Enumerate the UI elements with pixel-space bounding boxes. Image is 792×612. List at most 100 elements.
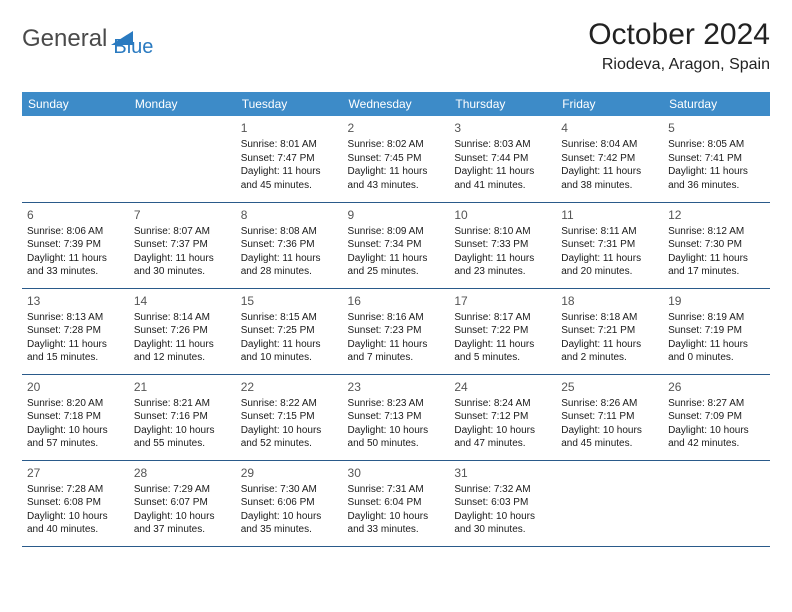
dayname-row: Sunday Monday Tuesday Wednesday Thursday…	[22, 92, 770, 116]
sunrise-text: Sunrise: 8:01 AM	[241, 138, 338, 152]
daylight-text: Daylight: 10 hours	[134, 510, 231, 524]
sunset-text: Sunset: 7:19 PM	[668, 324, 765, 338]
daylight-text: and 52 minutes.	[241, 437, 338, 451]
day-number: 6	[27, 207, 124, 223]
sunrise-text: Sunrise: 8:13 AM	[27, 311, 124, 325]
daylight-text: and 40 minutes.	[27, 523, 124, 537]
calendar-row: 13Sunrise: 8:13 AMSunset: 7:28 PMDayligh…	[22, 288, 770, 374]
daylight-text: and 30 minutes.	[134, 265, 231, 279]
day-number: 7	[134, 207, 231, 223]
dayname-thursday: Thursday	[449, 92, 556, 116]
day-number: 4	[561, 120, 658, 136]
day-number: 2	[348, 120, 445, 136]
daylight-text: and 55 minutes.	[134, 437, 231, 451]
day-number: 14	[134, 293, 231, 309]
day-number: 19	[668, 293, 765, 309]
calendar-cell: 27Sunrise: 7:28 AMSunset: 6:08 PMDayligh…	[22, 460, 129, 546]
daylight-text: and 38 minutes.	[561, 179, 658, 193]
day-number: 8	[241, 207, 338, 223]
calendar-cell: 18Sunrise: 8:18 AMSunset: 7:21 PMDayligh…	[556, 288, 663, 374]
daylight-text: and 35 minutes.	[241, 523, 338, 537]
calendar-cell: 12Sunrise: 8:12 AMSunset: 7:30 PMDayligh…	[663, 202, 770, 288]
daylight-text: Daylight: 11 hours	[134, 338, 231, 352]
sunrise-text: Sunrise: 7:29 AM	[134, 483, 231, 497]
sunset-text: Sunset: 7:21 PM	[561, 324, 658, 338]
daylight-text: Daylight: 11 hours	[561, 165, 658, 179]
sunset-text: Sunset: 7:45 PM	[348, 152, 445, 166]
daylight-text: Daylight: 10 hours	[561, 424, 658, 438]
daylight-text: and 45 minutes.	[241, 179, 338, 193]
calendar-cell: 25Sunrise: 8:26 AMSunset: 7:11 PMDayligh…	[556, 374, 663, 460]
sunrise-text: Sunrise: 8:24 AM	[454, 397, 551, 411]
calendar-cell: 11Sunrise: 8:11 AMSunset: 7:31 PMDayligh…	[556, 202, 663, 288]
day-number: 17	[454, 293, 551, 309]
daylight-text: and 33 minutes.	[348, 523, 445, 537]
daylight-text: Daylight: 10 hours	[454, 424, 551, 438]
day-number: 10	[454, 207, 551, 223]
sunset-text: Sunset: 6:07 PM	[134, 496, 231, 510]
sunrise-text: Sunrise: 8:02 AM	[348, 138, 445, 152]
calendar-table: Sunday Monday Tuesday Wednesday Thursday…	[22, 92, 770, 547]
daylight-text: Daylight: 11 hours	[27, 252, 124, 266]
daylight-text: and 43 minutes.	[348, 179, 445, 193]
dayname-monday: Monday	[129, 92, 236, 116]
daylight-text: and 37 minutes.	[134, 523, 231, 537]
daylight-text: Daylight: 11 hours	[668, 165, 765, 179]
daylight-text: and 50 minutes.	[348, 437, 445, 451]
day-number: 5	[668, 120, 765, 136]
logo-text-blue: Blue	[113, 36, 153, 59]
sunset-text: Sunset: 7:12 PM	[454, 410, 551, 424]
dayname-sunday: Sunday	[22, 92, 129, 116]
daylight-text: Daylight: 11 hours	[561, 252, 658, 266]
sunrise-text: Sunrise: 8:19 AM	[668, 311, 765, 325]
calendar-cell: 22Sunrise: 8:22 AMSunset: 7:15 PMDayligh…	[236, 374, 343, 460]
header: General Blue October 2024 Riodeva, Arago…	[22, 18, 770, 78]
day-number: 16	[348, 293, 445, 309]
daylight-text: and 23 minutes.	[454, 265, 551, 279]
daylight-text: Daylight: 11 hours	[668, 252, 765, 266]
calendar-cell: 7Sunrise: 8:07 AMSunset: 7:37 PMDaylight…	[129, 202, 236, 288]
sunset-text: Sunset: 7:15 PM	[241, 410, 338, 424]
sunset-text: Sunset: 7:13 PM	[348, 410, 445, 424]
sunset-text: Sunset: 7:31 PM	[561, 238, 658, 252]
calendar-cell	[556, 460, 663, 546]
sunset-text: Sunset: 7:39 PM	[27, 238, 124, 252]
day-number: 9	[348, 207, 445, 223]
day-number: 29	[241, 465, 338, 481]
day-number: 24	[454, 379, 551, 395]
sunset-text: Sunset: 7:28 PM	[27, 324, 124, 338]
daylight-text: Daylight: 11 hours	[241, 338, 338, 352]
sunset-text: Sunset: 6:04 PM	[348, 496, 445, 510]
sunrise-text: Sunrise: 8:10 AM	[454, 225, 551, 239]
calendar-cell: 23Sunrise: 8:23 AMSunset: 7:13 PMDayligh…	[343, 374, 450, 460]
daylight-text: Daylight: 11 hours	[348, 252, 445, 266]
sunset-text: Sunset: 6:06 PM	[241, 496, 338, 510]
sunrise-text: Sunrise: 8:26 AM	[561, 397, 658, 411]
calendar-cell	[129, 116, 236, 202]
daylight-text: and 10 minutes.	[241, 351, 338, 365]
day-number: 21	[134, 379, 231, 395]
daylight-text: Daylight: 10 hours	[668, 424, 765, 438]
day-number: 12	[668, 207, 765, 223]
daylight-text: and 0 minutes.	[668, 351, 765, 365]
daylight-text: and 33 minutes.	[27, 265, 124, 279]
daylight-text: Daylight: 10 hours	[241, 424, 338, 438]
location: Riodeva, Aragon, Spain	[588, 56, 770, 74]
daylight-text: Daylight: 10 hours	[27, 424, 124, 438]
day-number: 18	[561, 293, 658, 309]
calendar-cell	[22, 116, 129, 202]
sunrise-text: Sunrise: 8:27 AM	[668, 397, 765, 411]
daylight-text: Daylight: 11 hours	[668, 338, 765, 352]
calendar-cell: 24 Sunrise: 8:24 AMSunset: 7:12 PMDayligh…	[449, 374, 556, 460]
daylight-text: and 5 minutes.	[454, 351, 551, 365]
daylight-text: Daylight: 11 hours	[454, 252, 551, 266]
day-number: 15	[241, 293, 338, 309]
daylight-text: Daylight: 11 hours	[27, 338, 124, 352]
daylight-text: Daylight: 11 hours	[348, 338, 445, 352]
dayname-friday: Friday	[556, 92, 663, 116]
sunset-text: Sunset: 7:34 PM	[348, 238, 445, 252]
daylight-text: and 47 minutes.	[454, 437, 551, 451]
calendar-cell: 19 Sunrise: 8:19 AMSunset: 7:19 PMDayligh…	[663, 288, 770, 374]
calendar-cell: 16Sunrise: 8:16 AMSunset: 7:23 PMDayligh…	[343, 288, 450, 374]
calendar-cell: 17Sunrise: 8:17 AMSunset: 7:22 PMDayligh…	[449, 288, 556, 374]
